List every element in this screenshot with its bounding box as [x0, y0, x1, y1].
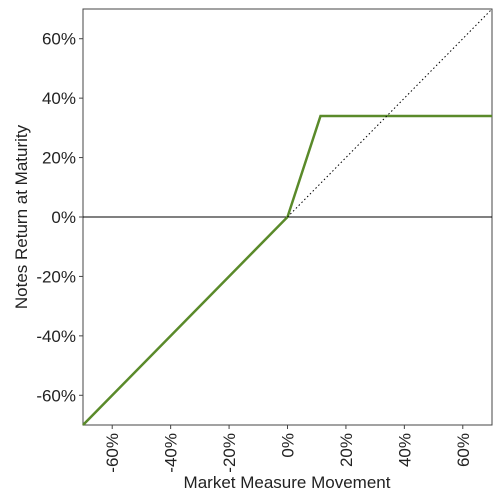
x-tick-label: 40% — [395, 433, 414, 467]
y-tick-label: 40% — [42, 89, 76, 108]
x-tick-label: 20% — [337, 433, 356, 467]
y-tick-label: 60% — [42, 30, 76, 49]
x-tick-label: -60% — [103, 433, 122, 473]
y-tick-label: -20% — [36, 267, 76, 286]
x-tick-label: -40% — [162, 433, 181, 473]
x-tick-label: 0% — [279, 433, 298, 458]
notes-return-line — [82, 114, 492, 426]
dotted-reference-line — [287, 8, 493, 218]
y-tick-label: 20% — [42, 149, 76, 168]
y-tick-label: -60% — [36, 386, 76, 405]
x-tick-label: -20% — [220, 433, 239, 473]
y-tick-label: -40% — [36, 327, 76, 346]
x-axis-title: Market Measure Movement — [184, 473, 391, 492]
y-tick-label: 0% — [51, 208, 76, 227]
y-axis-title: Notes Return at Maturity — [12, 124, 31, 309]
x-tick-label: 60% — [454, 433, 473, 467]
